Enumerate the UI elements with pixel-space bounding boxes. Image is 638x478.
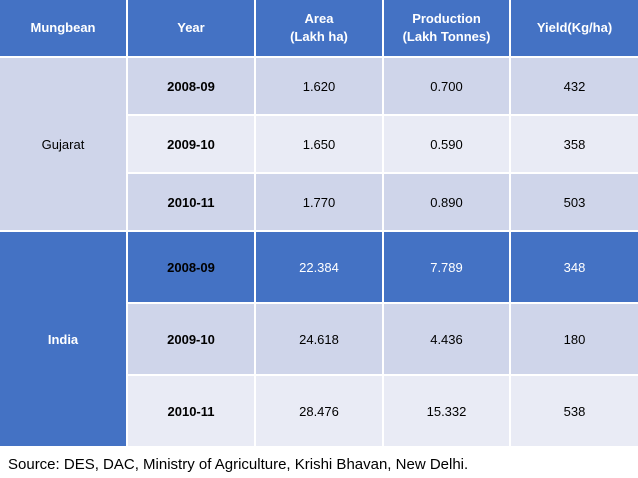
production-cell: 15.332 (384, 376, 511, 448)
header-crop: Mungbean (0, 0, 128, 58)
table-row: India 2008-09 22.384 7.789 348 (0, 232, 638, 304)
area-cell: 1.620 (256, 58, 384, 116)
area-cell: 28.476 (256, 376, 384, 448)
year-cell: 2009-10 (128, 116, 256, 174)
year-cell: 2010-11 (128, 174, 256, 232)
header-area: Area (Lakh ha) (256, 0, 384, 58)
yield-cell: 180 (511, 304, 638, 376)
mungbean-statistics-table: Mungbean Year Area (Lakh ha) Production … (0, 0, 638, 448)
area-cell: 24.618 (256, 304, 384, 376)
region-cell-gujarat: Gujarat (0, 58, 128, 232)
header-row: Mungbean Year Area (Lakh ha) Production … (0, 0, 638, 58)
table-row: Gujarat 2008-09 1.620 0.700 432 (0, 58, 638, 116)
production-cell: 0.590 (384, 116, 511, 174)
year-cell: 2010-11 (128, 376, 256, 448)
yield-cell: 358 (511, 116, 638, 174)
header-production-line2: (Lakh Tonnes) (403, 29, 491, 44)
year-cell: 2008-09 (128, 232, 256, 304)
yield-cell: 432 (511, 58, 638, 116)
area-cell: 22.384 (256, 232, 384, 304)
yield-cell: 503 (511, 174, 638, 232)
header-area-line2: (Lakh ha) (290, 29, 348, 44)
header-year: Year (128, 0, 256, 58)
production-cell: 0.890 (384, 174, 511, 232)
header-area-line1: Area (305, 11, 334, 26)
yield-cell: 348 (511, 232, 638, 304)
production-cell: 4.436 (384, 304, 511, 376)
production-cell: 0.700 (384, 58, 511, 116)
year-cell: 2009-10 (128, 304, 256, 376)
year-cell: 2008-09 (128, 58, 256, 116)
header-yield: Yield(Kg/ha) (511, 0, 638, 58)
yield-cell: 538 (511, 376, 638, 448)
area-cell: 1.770 (256, 174, 384, 232)
production-cell: 7.789 (384, 232, 511, 304)
area-cell: 1.650 (256, 116, 384, 174)
header-production: Production (Lakh Tonnes) (384, 0, 511, 58)
header-production-line1: Production (412, 11, 481, 26)
source-note: Source: DES, DAC, Ministry of Agricultur… (8, 456, 468, 473)
region-cell-india: India (0, 232, 128, 448)
